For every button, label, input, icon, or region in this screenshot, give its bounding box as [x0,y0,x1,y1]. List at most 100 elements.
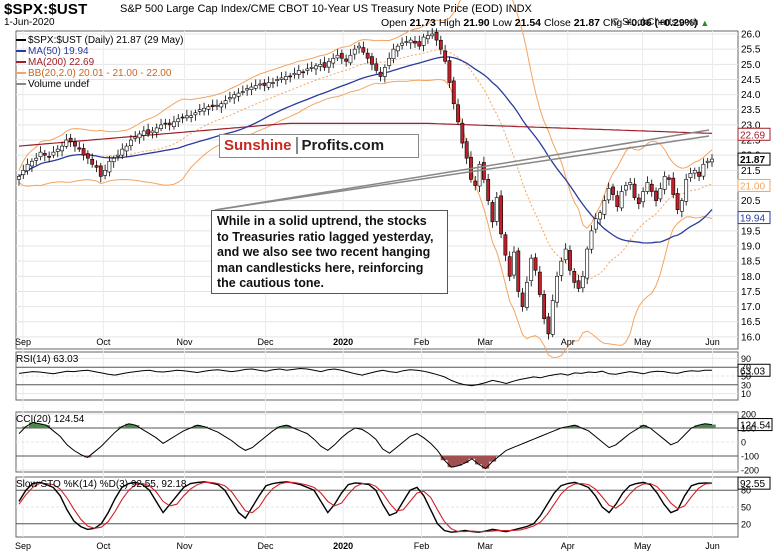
candle [658,188,663,200]
candle [404,41,409,43]
candle [580,276,585,289]
cci-positive-fill [118,426,126,428]
candle [692,170,697,174]
cci-positive-fill [35,423,44,428]
y-tick-label: 18.0 [741,272,761,283]
annotation-callout: While in a solid uptrend, the stocks to … [211,210,448,294]
candle [331,57,336,64]
x-tick-label: May [634,337,652,347]
y-tick-label: 21.5 [741,166,761,177]
price-tag [737,211,771,225]
candle [490,202,495,223]
candle [47,155,52,158]
x-tick-label-bottom: Dec [258,541,275,551]
candle [636,197,641,204]
candle [533,257,538,271]
x-tick-label: 2020 [333,337,353,347]
candle [266,82,271,88]
candle [283,76,288,81]
y-tick-label: 26.0 [741,30,761,41]
cci-tick-label: -100 [741,452,759,462]
legend-ma50-label: MA(50) 19.94 [28,46,89,57]
candle [550,300,555,335]
candle [555,276,559,303]
y-tick-label: 23.0 [741,120,761,131]
candle [228,97,232,100]
candle [34,157,39,161]
candle [159,124,163,130]
y-tick-label: 22.5 [741,136,761,147]
high-value: 21.90 [463,17,490,29]
y-tick-label: 16.5 [741,317,761,328]
candle [202,107,206,112]
candle [654,190,658,201]
bb-middle-line [18,49,713,281]
candle [348,54,353,64]
candle [296,70,301,75]
candle [667,177,671,180]
candle [365,52,370,59]
candle [645,182,650,192]
candle [546,316,551,335]
candle [542,294,547,320]
candle [38,151,43,158]
candle [649,183,654,192]
y-tick-label: 20.5 [741,196,761,207]
cci-negative-fill [447,456,455,468]
x-tick-label-bottom: Feb [414,541,430,551]
candle [206,106,211,110]
candle [339,53,344,59]
candle [301,71,305,74]
x-tick-label: Feb [414,337,430,347]
candle [426,35,430,40]
cci-positive-fill [282,425,291,428]
candle [602,200,607,215]
candle [662,176,667,190]
legend-swatch-bb [16,72,26,75]
candle [150,130,155,134]
cci-tick-label: -200 [741,466,759,476]
rsi-tag-label: 63.03 [740,366,765,377]
candle [232,94,237,99]
cci-positive-fill [29,422,37,428]
cci-negative-fill [83,456,92,458]
rsi-tick-label: 50 [741,372,751,382]
candle [210,104,215,108]
candle [288,75,293,78]
chg-value: +0.06 (+0.29%) [625,17,698,29]
rsi-tick-label: 70 [741,363,751,373]
candle [434,31,439,41]
candle [193,112,198,116]
candle [619,191,624,209]
candle [529,257,534,281]
price-tag [737,152,771,166]
candle [322,62,327,68]
logo-part1: Sunshine [220,137,298,154]
y-tick-label: 17.0 [741,302,761,313]
cci-positive-fill [276,426,284,428]
x-tick-label-bottom: Mar [477,541,493,551]
chart-description: S&P 500 Large Cap Index/CME CBOT 10-Year… [120,3,532,15]
x-tick-label-bottom: Sep [15,541,31,551]
cci-line [18,421,713,470]
candle [219,103,224,108]
close-label: Close [543,17,571,29]
candle [107,160,112,173]
cci-positive-fill [571,425,579,428]
stoch-d-line [18,481,713,533]
x-tick-label-bottom: Nov [176,541,193,551]
candle [624,185,628,191]
candle [154,127,159,133]
open-label: Open [381,17,407,29]
cci-negative-fill [440,456,449,461]
y-tick-label: 17.5 [741,287,761,298]
candle [25,163,30,172]
rsi-tick-label: 10 [741,389,751,399]
candle [42,153,47,156]
cci-tick-label: 200 [741,410,756,420]
cci-positive-fill [42,425,51,428]
candle [598,212,602,220]
y-tick-label: 25.5 [741,45,761,56]
legend-main-label: $SPX:$UST (Daily) 21.87 (29 May) [28,35,184,46]
legend-main: $SPX:$UST (Daily) 21.87 (29 May) [16,35,183,46]
